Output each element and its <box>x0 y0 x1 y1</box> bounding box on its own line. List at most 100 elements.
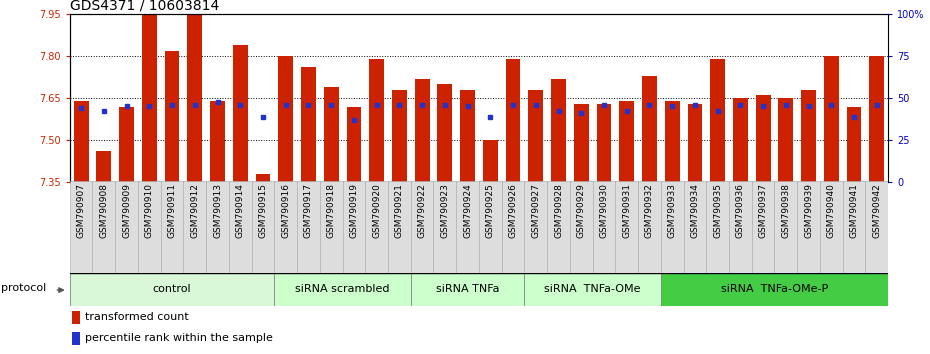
Bar <box>775 181 797 273</box>
Bar <box>119 107 134 182</box>
Bar <box>778 98 793 182</box>
Bar <box>388 181 411 273</box>
Text: GSM790924: GSM790924 <box>463 183 472 238</box>
Text: GSM790933: GSM790933 <box>668 183 677 238</box>
Bar <box>751 181 775 273</box>
Bar <box>206 181 229 273</box>
Text: transformed count: transformed count <box>85 312 189 322</box>
Bar <box>415 79 430 182</box>
Bar <box>342 181 365 273</box>
Bar <box>574 104 589 182</box>
Bar <box>232 45 247 182</box>
Bar <box>687 104 702 182</box>
Text: GSM790939: GSM790939 <box>804 183 813 238</box>
Bar <box>525 273 661 306</box>
Bar <box>483 140 498 182</box>
Bar <box>866 181 888 273</box>
Bar <box>252 181 274 273</box>
Text: GSM790936: GSM790936 <box>736 183 745 238</box>
Bar <box>97 152 112 182</box>
Bar <box>115 181 138 273</box>
Bar <box>460 90 475 182</box>
Bar <box>347 107 361 182</box>
Bar <box>142 14 156 182</box>
Bar <box>278 56 293 182</box>
Text: GSM790915: GSM790915 <box>259 183 268 238</box>
Bar <box>506 59 521 182</box>
Bar <box>161 181 183 273</box>
Bar <box>528 90 543 182</box>
Bar <box>661 181 684 273</box>
Bar <box>801 90 816 182</box>
Text: GSM790918: GSM790918 <box>326 183 336 238</box>
Text: GSM790937: GSM790937 <box>759 183 767 238</box>
Bar <box>72 332 80 345</box>
Bar <box>870 56 884 182</box>
Bar <box>706 181 729 273</box>
Text: GSM790930: GSM790930 <box>600 183 608 238</box>
Bar <box>642 76 657 182</box>
Bar <box>183 181 206 273</box>
Text: percentile rank within the sample: percentile rank within the sample <box>85 333 272 343</box>
Text: GSM790910: GSM790910 <box>145 183 153 238</box>
Bar <box>457 181 479 273</box>
Bar <box>324 87 339 182</box>
Bar <box>392 90 406 182</box>
Bar <box>70 181 92 273</box>
Text: GSM790926: GSM790926 <box>509 183 518 238</box>
Text: GSM790917: GSM790917 <box>304 183 313 238</box>
Bar <box>733 98 748 182</box>
Bar <box>501 181 525 273</box>
Bar <box>551 79 565 182</box>
Bar <box>661 273 888 306</box>
Bar <box>411 181 433 273</box>
Bar <box>547 181 570 273</box>
Text: GSM790913: GSM790913 <box>213 183 222 238</box>
Text: GSM790941: GSM790941 <box>849 183 858 238</box>
Bar <box>320 181 342 273</box>
Bar <box>824 56 839 182</box>
Text: GSM790931: GSM790931 <box>622 183 631 238</box>
Bar <box>665 101 680 182</box>
Text: GSM790928: GSM790928 <box>554 183 563 238</box>
Text: GSM790929: GSM790929 <box>577 183 586 238</box>
Text: GSM790919: GSM790919 <box>350 183 358 238</box>
Bar <box>274 181 297 273</box>
Text: GSM790909: GSM790909 <box>122 183 131 238</box>
Bar <box>365 181 388 273</box>
Bar <box>570 181 592 273</box>
Text: GSM790932: GSM790932 <box>644 183 654 238</box>
Text: GSM790935: GSM790935 <box>713 183 723 238</box>
Text: GSM790938: GSM790938 <box>781 183 790 238</box>
Text: GSM790914: GSM790914 <box>235 183 245 238</box>
Bar <box>73 101 88 182</box>
Text: siRNA  TNFa-OMe: siRNA TNFa-OMe <box>544 284 641 294</box>
Text: GSM790907: GSM790907 <box>76 183 86 238</box>
Bar <box>165 51 179 182</box>
Text: siRNA scrambled: siRNA scrambled <box>296 284 390 294</box>
Bar <box>187 14 202 182</box>
Text: GSM790923: GSM790923 <box>440 183 449 238</box>
Bar <box>711 59 725 182</box>
Text: GSM790916: GSM790916 <box>281 183 290 238</box>
Bar <box>684 181 706 273</box>
Bar <box>596 104 611 182</box>
Bar <box>256 174 271 182</box>
Bar <box>820 181 843 273</box>
Text: GSM790920: GSM790920 <box>372 183 381 238</box>
Bar <box>756 96 770 182</box>
Text: GSM790927: GSM790927 <box>531 183 540 238</box>
Text: GSM790912: GSM790912 <box>191 183 199 238</box>
Bar <box>525 181 547 273</box>
Bar <box>616 181 638 273</box>
Bar <box>729 181 751 273</box>
Bar <box>72 311 80 324</box>
Bar <box>70 273 274 306</box>
Text: protocol: protocol <box>1 283 46 293</box>
Bar <box>210 101 225 182</box>
Bar <box>619 101 634 182</box>
Text: GSM790908: GSM790908 <box>100 183 109 238</box>
Text: GSM790942: GSM790942 <box>872 183 882 238</box>
Bar <box>138 181 161 273</box>
Bar <box>411 273 525 306</box>
